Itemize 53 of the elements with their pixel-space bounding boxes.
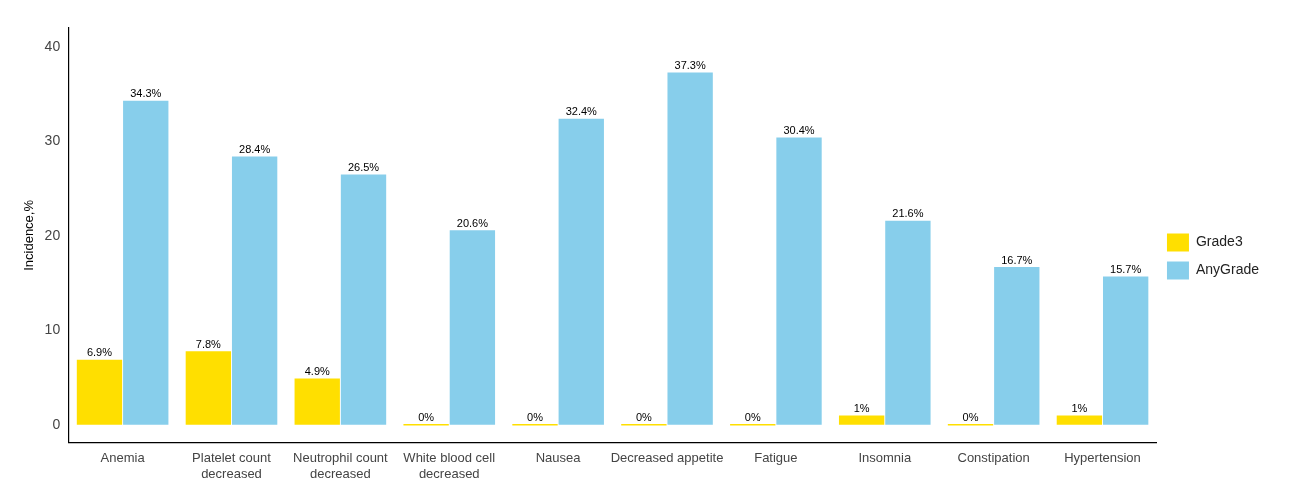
x-tick-label: Insomnia <box>858 450 912 466</box>
data-label: 1% <box>1071 401 1088 414</box>
data-label: 0% <box>418 410 435 423</box>
data-label: 7.8% <box>195 337 222 350</box>
y-tick-label: 10 <box>44 321 61 338</box>
x-tick-label: Platelet count decreased <box>192 450 272 481</box>
data-label: 0% <box>527 410 544 423</box>
bar <box>1102 276 1149 425</box>
y-tick-label: 40 <box>44 37 61 54</box>
bar <box>558 118 604 425</box>
data-label: 6.9% <box>86 346 113 359</box>
x-tick-label: Neutrophil count decreased <box>293 450 389 481</box>
y-tick-label: 0 <box>52 415 61 432</box>
data-label: 1% <box>853 401 870 414</box>
data-label: 0% <box>744 410 761 423</box>
bar <box>667 72 713 425</box>
bar <box>123 100 169 425</box>
bar <box>885 220 931 425</box>
bar <box>838 415 885 425</box>
data-label: 20.6% <box>456 216 489 229</box>
data-label: 34.3% <box>130 87 162 100</box>
data-label: 26.5% <box>347 160 380 173</box>
bar <box>231 156 278 425</box>
y-tick-label: 20 <box>44 226 61 243</box>
bar <box>340 174 387 425</box>
legend-label: Grade3 <box>1195 233 1243 250</box>
x-tick-label: Nausea <box>535 450 582 466</box>
bar <box>994 267 1040 425</box>
y-tick-label: 30 <box>44 132 61 149</box>
x-tick-label: Hypertension <box>1064 450 1141 466</box>
legend-label: AnyGrade <box>1195 261 1260 278</box>
data-label: 21.6% <box>892 207 924 220</box>
data-label: 32.4% <box>565 105 598 118</box>
bar <box>294 378 340 425</box>
x-tick-label: Anemia <box>100 450 146 466</box>
data-label: 37.3% <box>674 58 706 71</box>
data-label: 28.4% <box>239 143 271 156</box>
data-label: 15.7% <box>1110 263 1142 276</box>
x-tick-label: White blood cell decreased <box>403 450 496 481</box>
bar <box>76 359 123 425</box>
bar <box>1056 415 1103 425</box>
data-label: 30.4% <box>783 124 815 137</box>
y-axis-title: Incidence,% <box>21 199 37 271</box>
data-label: 4.9% <box>304 365 330 378</box>
bar <box>776 137 822 425</box>
data-label: 0% <box>635 410 653 423</box>
data-label: 0% <box>962 410 979 423</box>
bar <box>449 230 496 425</box>
bar <box>185 351 232 425</box>
data-label: 16.7% <box>1001 253 1033 266</box>
x-tick-label: Fatigue <box>754 450 798 466</box>
x-tick-label: Decreased appetite <box>610 450 724 466</box>
x-tick-label: Constipation <box>957 450 1030 466</box>
